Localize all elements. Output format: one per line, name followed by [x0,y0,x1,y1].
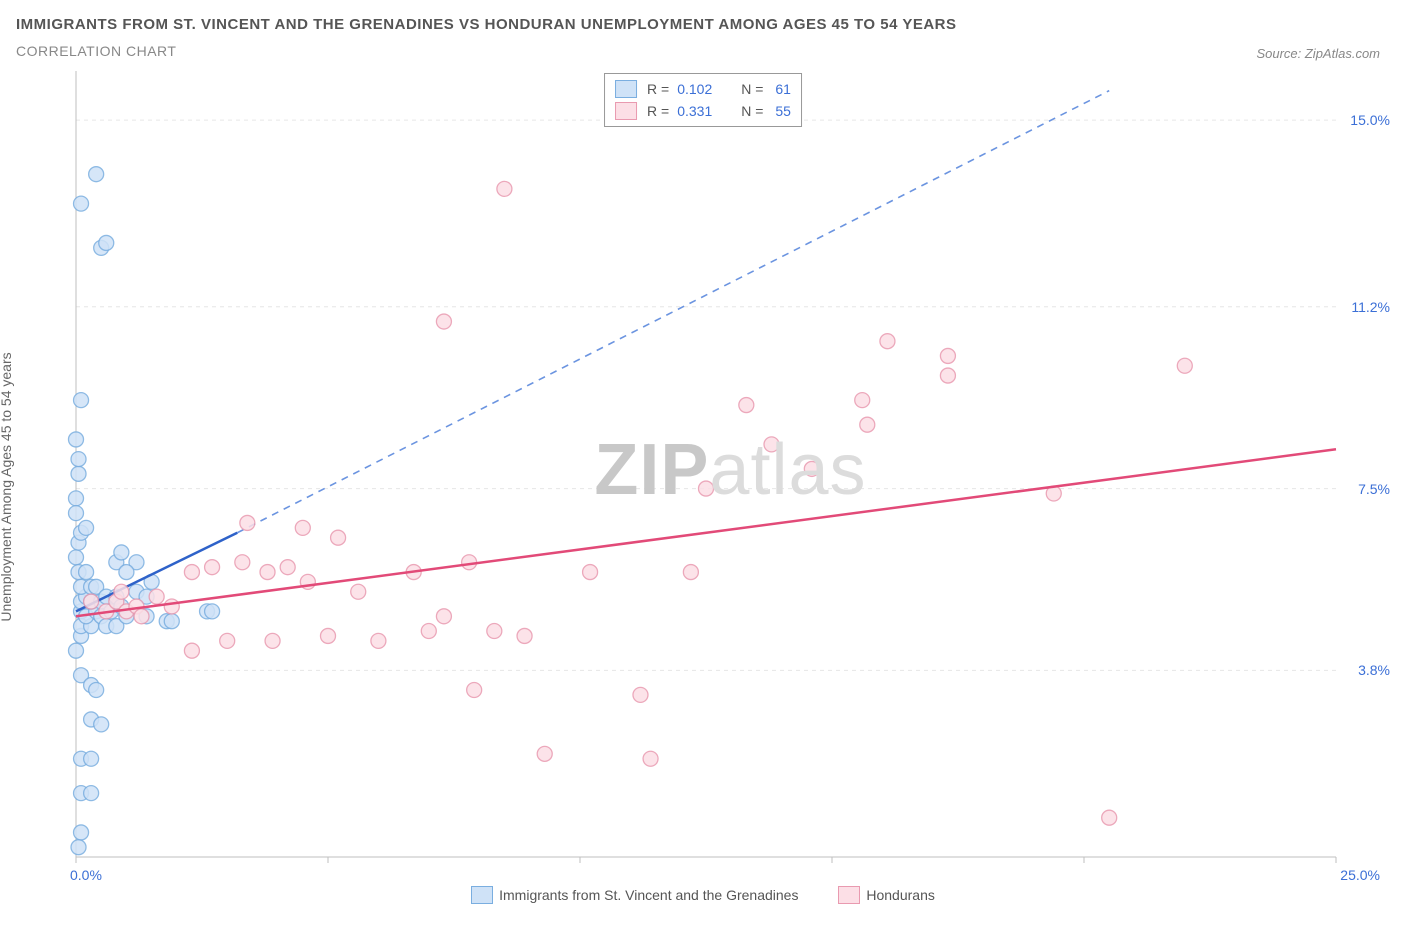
r-value-b: 0.331 [677,100,725,122]
legend-row-series-b: R =0.331 N =55 [615,100,791,122]
series-a-label: Immigrants from St. Vincent and the Gren… [499,887,798,903]
correlation-legend: R =0.102 N =61 R =0.331 N =55 [604,73,802,127]
swatch-series-b-icon [838,886,860,904]
swatch-series-a [615,80,637,98]
x-axis-min-label: 0.0% [70,867,102,883]
y-tick-label: 3.8% [1358,662,1390,678]
legend-item-series-a: Immigrants from St. Vincent and the Gren… [471,886,798,904]
swatch-series-a-icon [471,886,493,904]
series-b-label: Hondurans [866,887,935,903]
n-value-a: 61 [775,78,791,100]
series-legend: Immigrants from St. Vincent and the Gren… [16,886,1390,907]
r-value-a: 0.102 [677,78,725,100]
chart-subtitle: CORRELATION CHART [16,43,1256,59]
legend-item-series-b: Hondurans [838,886,935,904]
y-tick-label: 7.5% [1358,481,1390,497]
chart-area: Unemployment Among Ages 45 to 54 years Z… [16,67,1390,907]
y-tick-label: 15.0% [1350,112,1390,128]
scatter-plot-svg [16,67,1390,887]
y-axis-label: Unemployment Among Ages 45 to 54 years [0,352,14,621]
source-attribution: Source: ZipAtlas.com [1256,16,1390,61]
y-tick-label: 11.2% [1351,299,1390,315]
chart-title: IMMIGRANTS FROM ST. VINCENT AND THE GREN… [16,16,1256,33]
n-value-b: 55 [775,100,791,122]
swatch-series-b [615,102,637,120]
x-axis-max-label: 25.0% [1340,867,1380,883]
legend-row-series-a: R =0.102 N =61 [615,78,791,100]
